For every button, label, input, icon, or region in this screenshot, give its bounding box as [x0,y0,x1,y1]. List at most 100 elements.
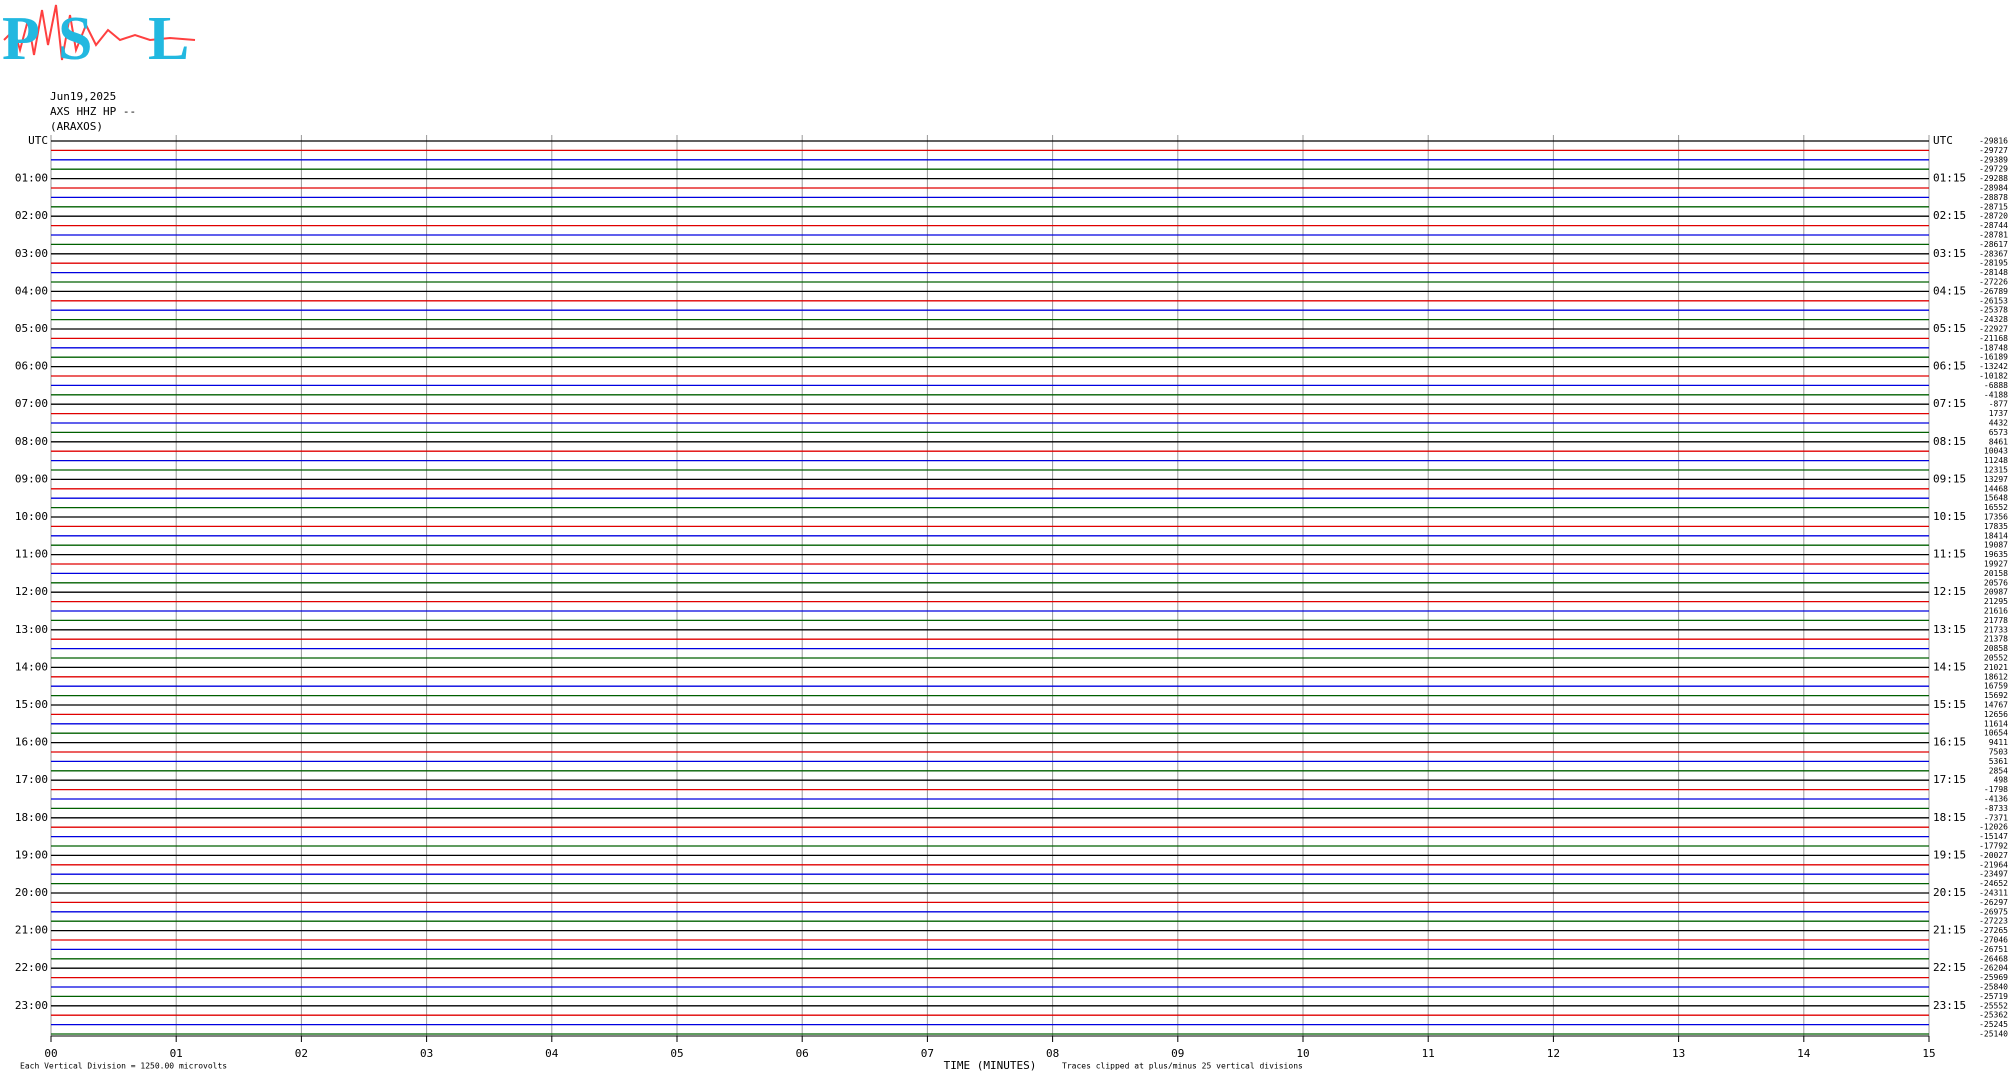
trace-value: -24311 [1979,889,2008,898]
trace-value: -27226 [1979,278,2008,287]
trace-value: 7503 [1989,748,2008,757]
trace-value: -25840 [1979,983,2008,992]
x-tick-label: 04 [545,1047,559,1060]
station: AXS HHZ HP -- [50,105,136,118]
trace-value: 20552 [1984,654,2008,663]
trace-value: -6888 [1984,381,2008,390]
trace-value: -27265 [1979,926,2008,935]
right-time-label: 09:15 [1933,472,1966,485]
left-time-label: 14:00 [15,660,48,673]
trace-value: -28715 [1979,202,2008,211]
trace-value: 10654 [1984,729,2008,738]
trace-value: 17356 [1984,513,2008,522]
trace-value: -21168 [1979,334,2008,343]
right-time-label: 03:15 [1933,247,1966,260]
trace-value: -28148 [1979,268,2008,277]
left-time-label: 21:00 [15,924,48,937]
trace-value: -12026 [1979,823,2008,832]
trace-value: 18612 [1984,672,2008,681]
trace-value: -10182 [1979,372,2008,381]
left-time-label: 16:00 [15,736,48,749]
trace-value: -29816 [1979,137,2008,146]
left-time-label: 02:00 [15,209,48,222]
left-time-label: 13:00 [15,623,48,636]
trace-value: 8461 [1989,437,2008,446]
x-tick-label: 12 [1547,1047,1560,1060]
trace-value: 14767 [1984,701,2008,710]
trace-value: -877 [1989,400,2008,409]
right-time-label: 20:15 [1933,886,1966,899]
right-time-label: 17:15 [1933,773,1966,786]
x-tick-label: 03 [420,1047,433,1060]
trace-value: 12315 [1984,466,2008,475]
trace-value: 20576 [1984,578,2008,587]
trace-value: -24328 [1979,315,2008,324]
trace-value: -29389 [1979,155,2008,164]
trace-value: 21021 [1984,663,2008,672]
trace-value: 21733 [1984,625,2008,634]
x-tick-label: 06 [796,1047,809,1060]
x-tick-label: 07 [921,1047,934,1060]
trace-value: -28367 [1979,249,2008,258]
right-time-label: 07:15 [1933,397,1966,410]
trace-value: -8733 [1984,804,2008,813]
trace-value: -4188 [1984,390,2008,399]
x-axis-title: TIME (MINUTES) [944,1059,1037,1072]
left-time-label: 08:00 [15,435,48,448]
trace-value: -1798 [1984,785,2008,794]
trace-value: -25552 [1979,1001,2008,1010]
trace-value: 14468 [1984,484,2008,493]
trace-value: -27046 [1979,936,2008,945]
right-time-label: 18:15 [1933,811,1966,824]
trace-value: 11614 [1984,719,2008,728]
trace-value: 21778 [1984,616,2008,625]
left-time-label: 11:00 [15,548,48,561]
x-tick-label: 02 [295,1047,308,1060]
left-time-label: 18:00 [15,811,48,824]
trace-value: -29727 [1979,146,2008,155]
trace-value: 498 [1994,776,2009,785]
left-time-label: 17:00 [15,773,48,786]
trace-value: 19635 [1984,550,2008,559]
x-tick-label: 00 [44,1047,57,1060]
trace-value: -25140 [1979,1030,2008,1039]
date: Jun19,2025 [50,90,116,103]
trace-value: -26789 [1979,287,2008,296]
right-time-label: 13:15 [1933,623,1966,636]
left-time-label: 19:00 [15,848,48,861]
trace-value: -7371 [1984,813,2008,822]
trace-value: -28781 [1979,231,2008,240]
trace-value: -28984 [1979,184,2008,193]
trace-value: 16759 [1984,682,2008,691]
trace-value: -25362 [1979,1011,2008,1020]
trace-value: 19927 [1984,560,2008,569]
trace-value: -15147 [1979,832,2008,841]
trace-value: -13242 [1979,362,2008,371]
x-tick-label: 09 [1171,1047,1184,1060]
trace-value: -23497 [1979,870,2008,879]
right-time-label: 14:15 [1933,660,1966,673]
trace-value: -25719 [1979,992,2008,1001]
trace-value: 20987 [1984,588,2008,597]
left-time-label: 05:00 [15,322,48,335]
trace-value: -26297 [1979,898,2008,907]
trace-value: -28878 [1979,193,2008,202]
right-time-label: 15:15 [1933,698,1966,711]
trace-value: 21616 [1984,607,2008,616]
trace-value: 6573 [1989,428,2008,437]
left-time-label: 15:00 [15,698,48,711]
trace-value: 10043 [1984,447,2008,456]
right-time-label: 05:15 [1933,322,1966,335]
trace-value: 21378 [1984,635,2008,644]
trace-value: -18748 [1979,343,2008,352]
left-time-label: 12:00 [15,585,48,598]
trace-value: 15648 [1984,494,2008,503]
left-time-label: 06:00 [15,360,48,373]
trace-value: 18414 [1984,531,2008,540]
scale-note: Each Vertical Division = 1250.00 microvo… [20,1062,227,1071]
left-time-label: 07:00 [15,397,48,410]
left-time-label: 03:00 [15,247,48,260]
logo-letter: S [58,5,92,73]
